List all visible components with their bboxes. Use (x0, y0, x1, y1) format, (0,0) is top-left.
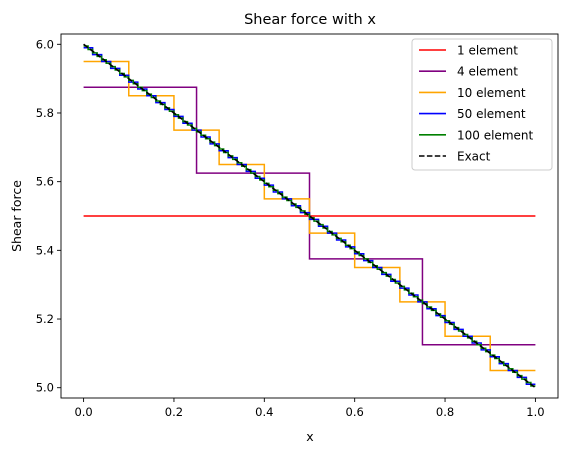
x-tick-label: 0.4 (255, 405, 273, 419)
legend-label: 4 element (457, 65, 518, 79)
y-tick-label: 6.0 (36, 37, 54, 51)
plot-frame (60, 33, 559, 399)
legend-items: 1 element 4 element 10 element 50 element 10… (419, 44, 533, 164)
chart-title: Shear force with x (244, 12, 376, 28)
y-axis: 5.0 5.2 5.4 5.6 5.8 6.0 (36, 37, 61, 395)
legend-label: 50 element (457, 107, 526, 121)
x-axis-label: x (306, 429, 313, 444)
series-line-100-element (83, 45, 536, 387)
legend-label: 1 element (457, 44, 518, 58)
y-tick-label: 5.6 (36, 175, 54, 189)
x-axis: 0.0 0.2 0.4 0.6 0.8 1.0 (74, 398, 545, 419)
x-tick-label: 0.6 (346, 405, 364, 419)
y-tick-label: 5.2 (36, 312, 54, 326)
y-axis-label: Shear force (9, 180, 24, 252)
plot-area (83, 43, 536, 389)
y-tick-label: 5.8 (36, 106, 54, 120)
series-layer (83, 43, 536, 389)
x-tick-label: 0.2 (165, 405, 183, 419)
x-tick-label: 0.0 (74, 405, 92, 419)
legend-label: 10 element (457, 86, 526, 100)
legend-label: Exact (457, 150, 491, 164)
y-tick-label: 5.4 (36, 243, 54, 257)
y-tick-label: 5.0 (36, 381, 54, 395)
x-tick-label: 1.0 (526, 405, 544, 419)
legend: 1 element 4 element 10 element 50 element 10… (411, 38, 553, 171)
legend-box (411, 38, 553, 171)
legend-label: 100 element (457, 128, 533, 142)
x-tick-label: 0.8 (436, 405, 454, 419)
